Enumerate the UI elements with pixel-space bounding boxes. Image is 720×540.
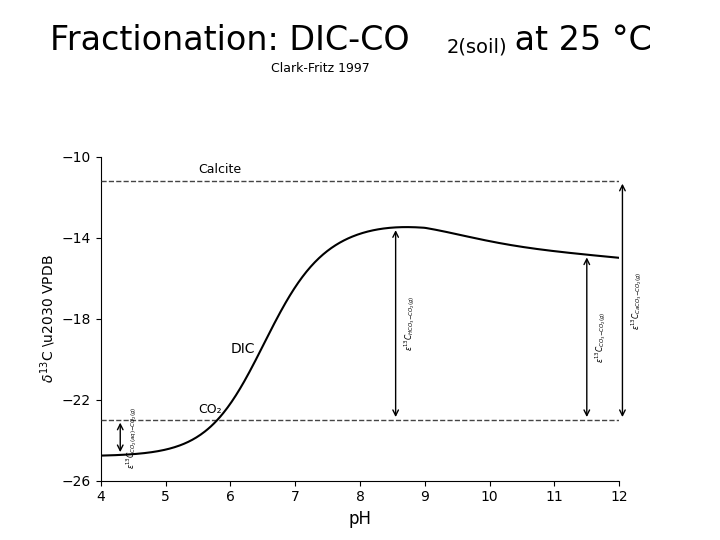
Text: $\varepsilon^{13}C_{HCO_3\mathrm{-}CO_2(g)}$: $\varepsilon^{13}C_{HCO_3\mathrm{-}CO_2(… xyxy=(402,296,417,352)
Text: $\varepsilon^{13}C_{CO_2(aq)\mathrm{-}CO_2(g)}$: $\varepsilon^{13}C_{CO_2(aq)\mathrm{-}CO… xyxy=(125,406,140,469)
Y-axis label: $\delta^{13}$C \u2030 VPDB: $\delta^{13}$C \u2030 VPDB xyxy=(38,254,58,383)
Text: $\varepsilon^{13}C_{CO_3\mathrm{-}CO_2(g)}$: $\varepsilon^{13}C_{CO_3\mathrm{-}CO_2(g… xyxy=(593,312,608,363)
Text: 2(soil): 2(soil) xyxy=(446,38,507,57)
Text: Clark-Fritz 1997: Clark-Fritz 1997 xyxy=(271,62,370,75)
Text: CO₂: CO₂ xyxy=(198,403,222,416)
Text: DIC: DIC xyxy=(230,342,255,356)
X-axis label: pH: pH xyxy=(348,510,372,528)
Text: Calcite: Calcite xyxy=(198,163,241,176)
Text: $\varepsilon^{13}C_{CaCO_3\mathrm{-}CO_2(g)}$: $\varepsilon^{13}C_{CaCO_3\mathrm{-}CO_2… xyxy=(629,271,644,329)
Text: at 25 °C: at 25 °C xyxy=(504,24,652,57)
Text: Fractionation: DIC-CO: Fractionation: DIC-CO xyxy=(50,24,410,57)
